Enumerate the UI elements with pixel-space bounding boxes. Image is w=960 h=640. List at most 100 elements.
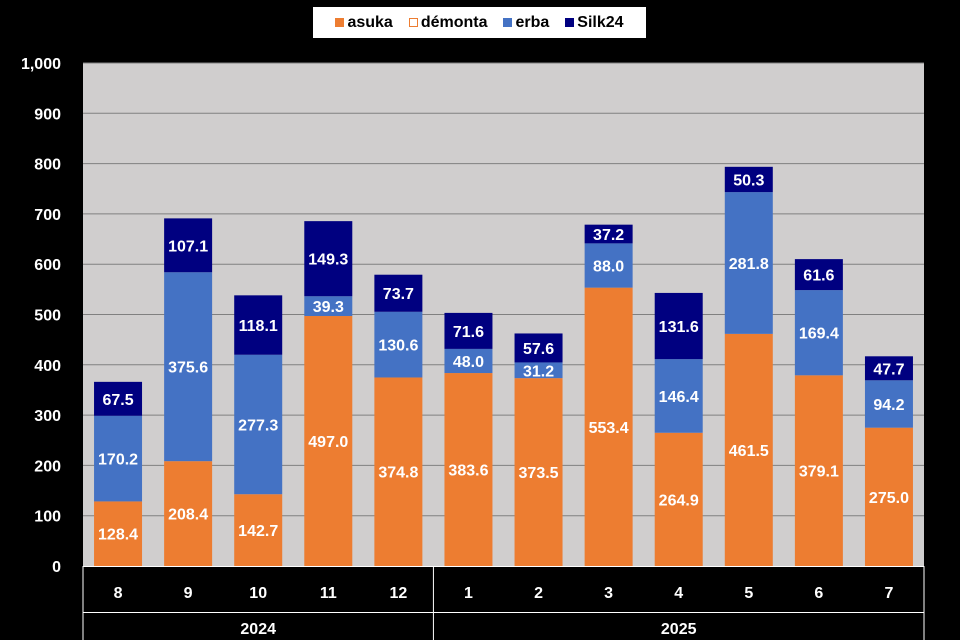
legend-swatch-demonta <box>408 18 418 27</box>
bar-erba <box>304 296 353 317</box>
x-tick-label: 6 <box>814 585 823 602</box>
data-label-asuka: 374.8 <box>378 465 418 482</box>
x-tick-label: 5 <box>744 585 753 602</box>
data-label-asuka: 383.6 <box>448 463 488 480</box>
data-label-erba: 170.2 <box>98 452 138 469</box>
x-tick-label: 7 <box>885 585 894 602</box>
data-label-asuka: 379.1 <box>799 464 839 481</box>
data-label-silk24: 71.6 <box>453 324 484 341</box>
x-tick-label: 10 <box>249 585 267 602</box>
bar-asuka <box>794 375 843 566</box>
data-label-silk24: 107.1 <box>168 238 208 255</box>
data-label-erba: 375.6 <box>168 360 208 377</box>
x-tick-label: 2 <box>534 585 543 602</box>
bar-silk24 <box>584 224 633 244</box>
legend-swatch-silk24 <box>565 18 575 27</box>
data-label-erba: 281.8 <box>729 256 769 273</box>
y-tick-label: 0 <box>52 559 61 576</box>
data-label-silk24: 149.3 <box>308 252 348 269</box>
bar-asuka <box>164 461 213 566</box>
bar-silk24 <box>864 356 913 381</box>
x-tick-label: 3 <box>604 585 613 602</box>
data-label-silk24: 47.7 <box>873 361 904 378</box>
legend-item-asuka: asuka <box>335 13 393 32</box>
year-group-label: 2024 <box>240 621 276 638</box>
bar-erba <box>654 359 703 433</box>
data-label-asuka: 142.7 <box>238 523 278 540</box>
bar-silk24 <box>304 221 353 297</box>
data-label-erba: 169.4 <box>799 326 839 343</box>
y-tick-label: 900 <box>34 106 61 123</box>
data-label-silk24: 50.3 <box>733 172 764 189</box>
data-label-asuka: 373.5 <box>519 465 559 482</box>
y-tick-label: 800 <box>34 157 61 174</box>
x-tick-label: 11 <box>320 585 337 602</box>
data-label-asuka: 128.4 <box>98 527 138 544</box>
bar-silk24 <box>444 312 493 349</box>
data-label-silk24: 67.5 <box>102 392 133 409</box>
data-label-asuka: 275.0 <box>869 490 909 507</box>
bar-erba <box>724 192 773 334</box>
bar-erba <box>234 354 283 495</box>
legend-label-demonta: démonta <box>420 13 488 31</box>
bar-silk24 <box>724 166 773 193</box>
bar-asuka <box>94 501 143 566</box>
legend-swatch-asuka <box>335 18 345 27</box>
data-label-silk24: 73.7 <box>383 286 414 303</box>
data-label-erba: 146.4 <box>659 389 699 406</box>
legend: asuka démonta erba Silk24 <box>313 7 646 38</box>
data-label-asuka: 461.5 <box>729 443 769 460</box>
bar-erba <box>444 348 493 374</box>
x-tick-label: 9 <box>184 585 193 602</box>
x-tick-label: 1 <box>464 585 473 602</box>
y-tick-label: 600 <box>34 257 61 274</box>
bar-silk24 <box>514 333 563 363</box>
bar-asuka <box>654 432 703 566</box>
legend-item-erba: erba <box>503 14 549 32</box>
legend-label-asuka: asuka <box>347 13 393 31</box>
legend-item-demonta: démonta <box>408 13 488 32</box>
legend-item-silk24: Silk24 <box>565 13 624 32</box>
legend-swatch-erba <box>503 18 513 27</box>
x-tick-label: 12 <box>389 585 407 602</box>
x-tick-label: 4 <box>674 585 683 602</box>
data-label-erba: 48.0 <box>453 354 484 371</box>
bar-erba <box>514 362 563 379</box>
bar-asuka <box>374 377 423 566</box>
bar-asuka <box>234 494 283 566</box>
data-label-erba: 94.2 <box>873 397 904 414</box>
bar-silk24 <box>794 259 843 291</box>
bar-erba <box>864 380 913 428</box>
bar-asuka <box>864 427 913 566</box>
bar-silk24 <box>234 295 283 355</box>
bar-silk24 <box>94 381 143 416</box>
bar-erba <box>584 243 633 288</box>
bar-erba <box>374 311 423 378</box>
bar-asuka <box>304 316 353 566</box>
bar-erba <box>164 272 213 462</box>
data-label-erba: 39.3 <box>313 299 344 316</box>
y-tick-label: 700 <box>34 207 61 224</box>
legend-label-erba: erba <box>515 13 550 31</box>
bar-silk24 <box>654 292 703 360</box>
bar-erba <box>794 290 843 376</box>
data-label-asuka: 553.4 <box>589 420 629 437</box>
y-tick-label: 200 <box>34 458 61 475</box>
bar-erba <box>94 415 143 502</box>
x-tick-label: 8 <box>114 585 123 602</box>
y-tick-label: 500 <box>34 308 61 325</box>
data-label-silk24: 57.6 <box>523 341 554 358</box>
data-label-asuka: 264.9 <box>659 492 699 509</box>
legend-label-silk24: Silk24 <box>577 13 624 31</box>
data-label-erba: 130.6 <box>378 338 418 355</box>
data-label-erba: 31.2 <box>523 363 554 380</box>
y-tick-label: 400 <box>34 358 61 375</box>
data-label-silk24: 37.2 <box>593 227 624 244</box>
y-tick-label: 1,000 <box>21 56 61 73</box>
data-label-silk24: 118.1 <box>239 318 278 335</box>
bar-silk24 <box>164 218 213 273</box>
data-label-silk24: 61.6 <box>803 268 834 285</box>
data-label-erba: 88.0 <box>593 259 624 276</box>
data-label-erba: 277.3 <box>238 417 278 434</box>
